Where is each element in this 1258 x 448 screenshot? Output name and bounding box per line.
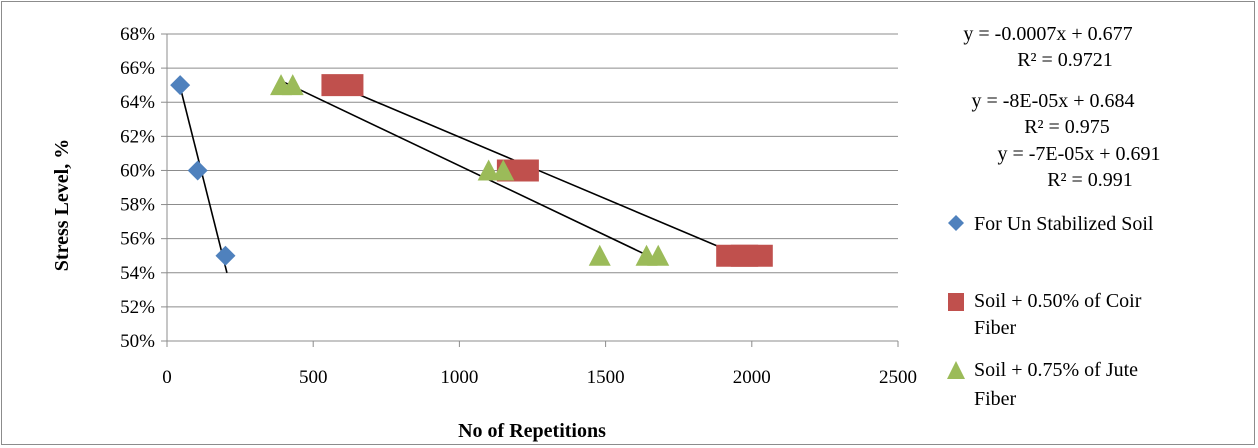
trendline bbox=[179, 86, 228, 273]
triangle-marker bbox=[492, 159, 515, 181]
legend-marker-square bbox=[948, 293, 964, 311]
diamond-marker bbox=[170, 75, 191, 96]
triangle-marker bbox=[588, 244, 611, 266]
trendlines bbox=[179, 79, 761, 273]
x-axis-title: No of Repetitions bbox=[458, 420, 606, 442]
x-tick-label: 2000 bbox=[733, 367, 771, 388]
x-tick-label: 0 bbox=[162, 367, 172, 388]
y-tick-label: 66% bbox=[120, 58, 155, 79]
legend-marker-diamond bbox=[948, 215, 964, 231]
equation-1: y = -0.0007x + 0.677 bbox=[963, 23, 1132, 45]
equation-2: y = -8E-05x + 0.684 bbox=[971, 90, 1134, 112]
y-tick-label: 62% bbox=[120, 126, 155, 147]
legend-label-unstabilized: For Un Stabilized Soil bbox=[974, 213, 1154, 235]
triangle-marker bbox=[477, 159, 500, 181]
equation-3: y = -7E-05x + 0.691 bbox=[997, 143, 1160, 165]
y-tick-label: 68% bbox=[120, 24, 155, 45]
diamond-marker bbox=[187, 160, 208, 181]
y-tick-label: 60% bbox=[120, 160, 155, 181]
y-axis-ticks: 50% 52% 54% 56% 58% 60% 62% 64% 66% 68% bbox=[120, 24, 167, 352]
triangle-marker bbox=[281, 74, 304, 96]
y-tick-label: 52% bbox=[120, 297, 155, 318]
r2-3: R² = 0.991 bbox=[1047, 169, 1133, 191]
legend-item-jute: Soil + 0.75% of Jute Fiber bbox=[947, 359, 1138, 410]
legend-label-jute-line1: Soil + 0.75% of Jute bbox=[974, 359, 1138, 381]
square-marker bbox=[730, 244, 773, 267]
trendline bbox=[279, 79, 656, 260]
trendline bbox=[336, 84, 761, 265]
legend-item-unstabilized: For Un Stabilized Soil bbox=[948, 213, 1154, 235]
legend-marker-triangle bbox=[947, 361, 965, 379]
legend: For Un Stabilized Soil Soil + 0.50% of C… bbox=[947, 213, 1154, 410]
trendline-equations: y = -0.0007x + 0.677 R² = 0.9721 y = -8E… bbox=[963, 23, 1160, 191]
y-tick-label: 64% bbox=[120, 92, 155, 113]
data-points bbox=[170, 74, 773, 267]
x-tick-label: 2500 bbox=[879, 367, 917, 388]
legend-item-coir: Soil + 0.50% of Coir Fiber bbox=[948, 290, 1142, 339]
legend-label-coir-line2: Fiber bbox=[974, 317, 1017, 339]
y-axis-title: Stress Level, % bbox=[51, 139, 73, 271]
x-tick-label: 1000 bbox=[440, 367, 478, 388]
gridlines bbox=[166, 33, 898, 342]
r2-2: R² = 0.975 bbox=[1024, 116, 1110, 138]
y-tick-label: 56% bbox=[120, 229, 155, 250]
legend-label-jute-line2: Fiber bbox=[974, 388, 1017, 410]
y-tick-label: 50% bbox=[120, 331, 155, 352]
x-axis-ticks: 0 500 1000 1500 2000 2500 bbox=[162, 341, 917, 388]
y-tick-label: 54% bbox=[120, 263, 155, 284]
legend-label-coir-line1: Soil + 0.50% of Coir bbox=[974, 290, 1142, 312]
x-tick-label: 500 bbox=[299, 367, 328, 388]
x-tick-label: 1500 bbox=[587, 367, 625, 388]
r2-1: R² = 0.9721 bbox=[1017, 49, 1113, 71]
y-tick-label: 58% bbox=[120, 195, 155, 216]
diamond-marker bbox=[215, 245, 236, 266]
square-marker bbox=[321, 74, 364, 97]
triangle-marker bbox=[647, 244, 670, 266]
